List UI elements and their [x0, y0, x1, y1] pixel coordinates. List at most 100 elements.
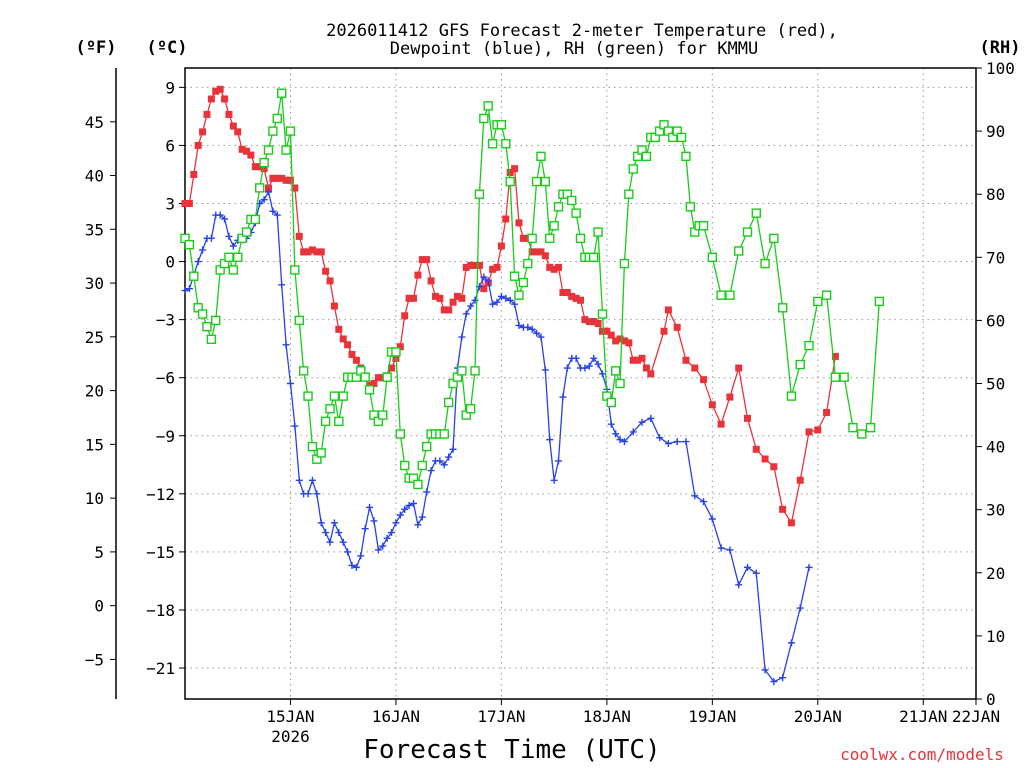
dewpoint-point — [528, 325, 536, 333]
temperature-point — [260, 165, 268, 173]
dewpoint-point — [445, 453, 453, 461]
rh-point — [593, 227, 603, 237]
rh-point — [514, 290, 524, 300]
temperature-point — [691, 364, 699, 372]
rh-point — [751, 208, 761, 218]
temperature-point — [612, 337, 620, 345]
rh-point — [364, 385, 375, 395]
rh-point — [382, 372, 392, 382]
rh-point — [233, 252, 243, 263]
c-tick-label: −12 — [146, 485, 175, 504]
temperature-point — [221, 95, 229, 103]
temperature-point — [590, 318, 598, 326]
dewpoint-point — [269, 207, 277, 215]
rh-point — [325, 404, 335, 414]
dewpoint-point — [752, 569, 760, 577]
rh-point — [575, 233, 586, 244]
rh-point — [400, 460, 410, 471]
temperature-point — [502, 215, 510, 223]
f-tick-label: 15 — [85, 435, 104, 454]
dewpoint-point — [357, 552, 365, 560]
rh-point — [505, 176, 515, 187]
temperature-point — [572, 294, 580, 302]
dewpoint-point — [743, 563, 751, 571]
rh-tick-label: 70 — [986, 248, 1005, 267]
temperature-point — [787, 519, 795, 527]
c-tick-label: 0 — [165, 253, 175, 272]
dewpoint-point — [317, 519, 325, 527]
rh-point — [378, 410, 388, 420]
rh-tick-label: 40 — [986, 438, 1005, 457]
rh-point — [619, 258, 630, 269]
temperature-point — [555, 263, 563, 271]
rh-point — [457, 366, 467, 376]
c-tick-label: −18 — [146, 601, 175, 620]
x-tick-label: 18JAN — [583, 707, 631, 726]
rh-point — [848, 422, 858, 433]
temperature-point — [190, 170, 198, 178]
temperature-point — [471, 261, 479, 269]
temperature-point — [423, 256, 431, 264]
temperature-point — [682, 356, 690, 364]
f-tick-label: 35 — [85, 220, 104, 239]
dewpoint-point — [537, 333, 545, 341]
dewpoint-point — [273, 211, 281, 219]
temperature-point — [431, 292, 439, 300]
f-tick-label: 30 — [85, 274, 104, 293]
dewpoint-point — [770, 678, 778, 686]
rh-point — [487, 139, 498, 149]
x-tick-label: 22JAN — [952, 707, 1000, 726]
dewpoint-point — [559, 393, 567, 401]
temperature-point — [493, 263, 501, 271]
temperature-point — [264, 184, 272, 192]
x-tick-label: 19JAN — [688, 707, 736, 726]
f-tick-label: 40 — [85, 167, 104, 186]
temperature-point — [348, 350, 356, 358]
temperature-point — [796, 476, 804, 484]
rh-point — [496, 120, 507, 130]
dewpoint-point — [572, 354, 580, 362]
dewpoint-point — [502, 294, 510, 302]
rh-point — [263, 145, 274, 155]
watermark: coolwx.com/models — [840, 745, 1004, 764]
dewpoint-point — [440, 461, 448, 469]
rh-point — [479, 113, 489, 124]
rh-point — [769, 233, 779, 244]
temperature-point — [752, 445, 760, 453]
rh-point — [606, 397, 616, 408]
temperature-point — [278, 174, 286, 182]
rh-point — [777, 303, 788, 313]
temperature-point — [330, 302, 338, 310]
temperature-point — [251, 163, 259, 171]
dewpoint-point — [225, 232, 233, 240]
temperature-point — [396, 343, 404, 351]
dewpoint-point — [462, 310, 470, 318]
temperature-point — [831, 352, 839, 360]
f-tick-label: 20 — [85, 382, 104, 401]
rh-point — [224, 252, 234, 263]
rh-point — [760, 258, 770, 269]
dewpoint-point — [555, 457, 563, 465]
temperature-point — [607, 331, 615, 339]
temperature-point — [568, 292, 576, 300]
dewpoint-point — [515, 321, 523, 329]
dewpoint-point — [524, 323, 532, 331]
f-tick-label: 5 — [94, 543, 104, 562]
temperature-point — [308, 246, 316, 254]
temperature-point — [511, 165, 519, 173]
temperature-point — [436, 294, 444, 302]
rh-point — [571, 208, 581, 218]
temperature-point — [273, 174, 281, 182]
temperature-point — [295, 232, 303, 240]
plot-frame — [184, 67, 977, 700]
temperature-point — [374, 374, 382, 382]
rh-point — [189, 271, 199, 281]
dewpoint-point — [612, 430, 620, 438]
dewpoint-point — [194, 258, 202, 266]
fahrenheit-axis-unit: (ºF) — [76, 38, 117, 58]
temperature-point — [533, 248, 541, 256]
temperature-point — [458, 294, 466, 302]
dewpoint-point — [620, 438, 628, 446]
dewpoint-point — [682, 438, 690, 446]
temperature-point — [212, 87, 220, 95]
